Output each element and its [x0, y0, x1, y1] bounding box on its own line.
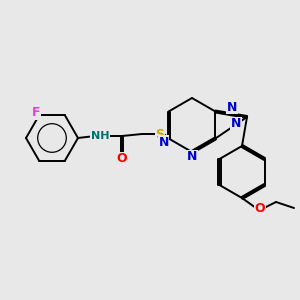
Text: O: O: [117, 152, 127, 166]
Text: N: N: [187, 151, 197, 164]
Text: O: O: [255, 202, 265, 214]
Text: S: S: [155, 128, 164, 140]
Text: NH: NH: [91, 131, 109, 141]
Text: F: F: [32, 106, 40, 119]
Text: N: N: [231, 117, 242, 130]
Text: N: N: [227, 101, 237, 114]
Text: N: N: [158, 136, 169, 149]
